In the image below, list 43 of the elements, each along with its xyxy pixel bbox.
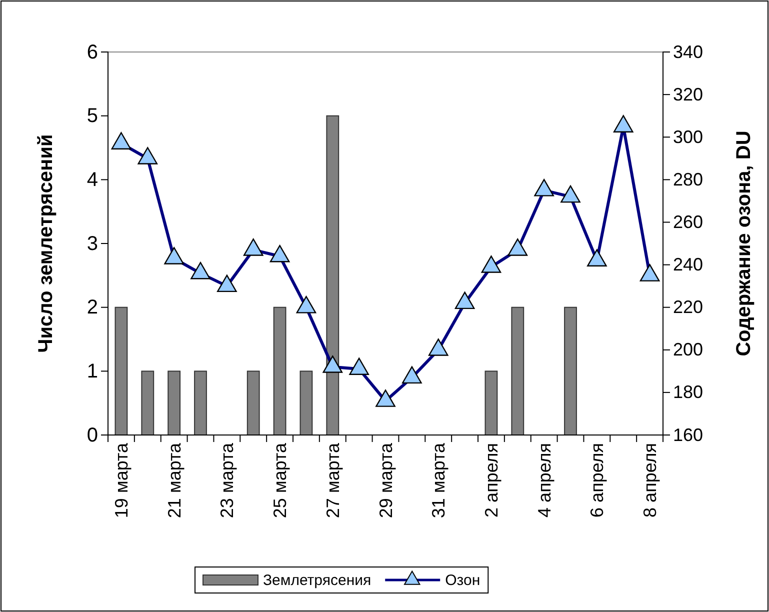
y-tick-label: 3 [86, 232, 98, 255]
y2-tick-label: 340 [673, 42, 704, 62]
x-tick-label: 2 апреля [482, 443, 502, 518]
y2-tick-label: 220 [673, 297, 704, 318]
bar [194, 370, 207, 436]
bar [484, 370, 498, 436]
x-tick-label: 21 марта [164, 442, 184, 518]
x-tick-label: 25 марта [270, 442, 290, 518]
bar [141, 370, 154, 436]
bar [273, 306, 286, 436]
bar [511, 306, 524, 436]
bar [168, 370, 181, 436]
y2-tick-label: 240 [673, 254, 704, 275]
y-axis-title: Число землетрясений [35, 134, 57, 353]
x-tick-label: 31 марта [428, 442, 449, 518]
x-tick-label: 19 марта [112, 442, 132, 518]
y2-tick-label: 200 [673, 340, 704, 360]
legend-label: Землетрясения [263, 572, 372, 589]
bar [246, 370, 260, 436]
bar [300, 370, 313, 436]
y2-tick-label: 300 [673, 126, 704, 147]
y-tick-label: 2 [86, 296, 98, 319]
bar [564, 306, 577, 436]
bar [114, 306, 128, 436]
y2-tick-label: 280 [673, 169, 704, 190]
x-tick-label: 23 марта [217, 442, 238, 518]
y-tick-label: 0 [86, 424, 98, 446]
y2-tick-label: 180 [673, 382, 704, 402]
y-tick-label: 1 [86, 360, 98, 383]
y-tick-label: 4 [86, 169, 98, 192]
y-tick-label: 5 [86, 105, 98, 128]
bar [326, 115, 340, 436]
x-tick-label: 6 апреля [587, 443, 608, 518]
legend-label: Озон [445, 572, 480, 589]
y2-tick-label: 320 [673, 84, 704, 104]
y2-axis-title: Содержание озона, DU [733, 130, 755, 356]
x-tick-label: 8 апреля [640, 443, 660, 518]
y-tick-label: 6 [86, 41, 98, 64]
y2-tick-label: 160 [673, 424, 704, 445]
y2-tick-label: 260 [673, 212, 704, 232]
x-tick-label: 29 марта [376, 442, 396, 518]
x-tick-label: 27 марта [322, 442, 343, 518]
x-tick-label: 4 апреля [534, 443, 554, 518]
